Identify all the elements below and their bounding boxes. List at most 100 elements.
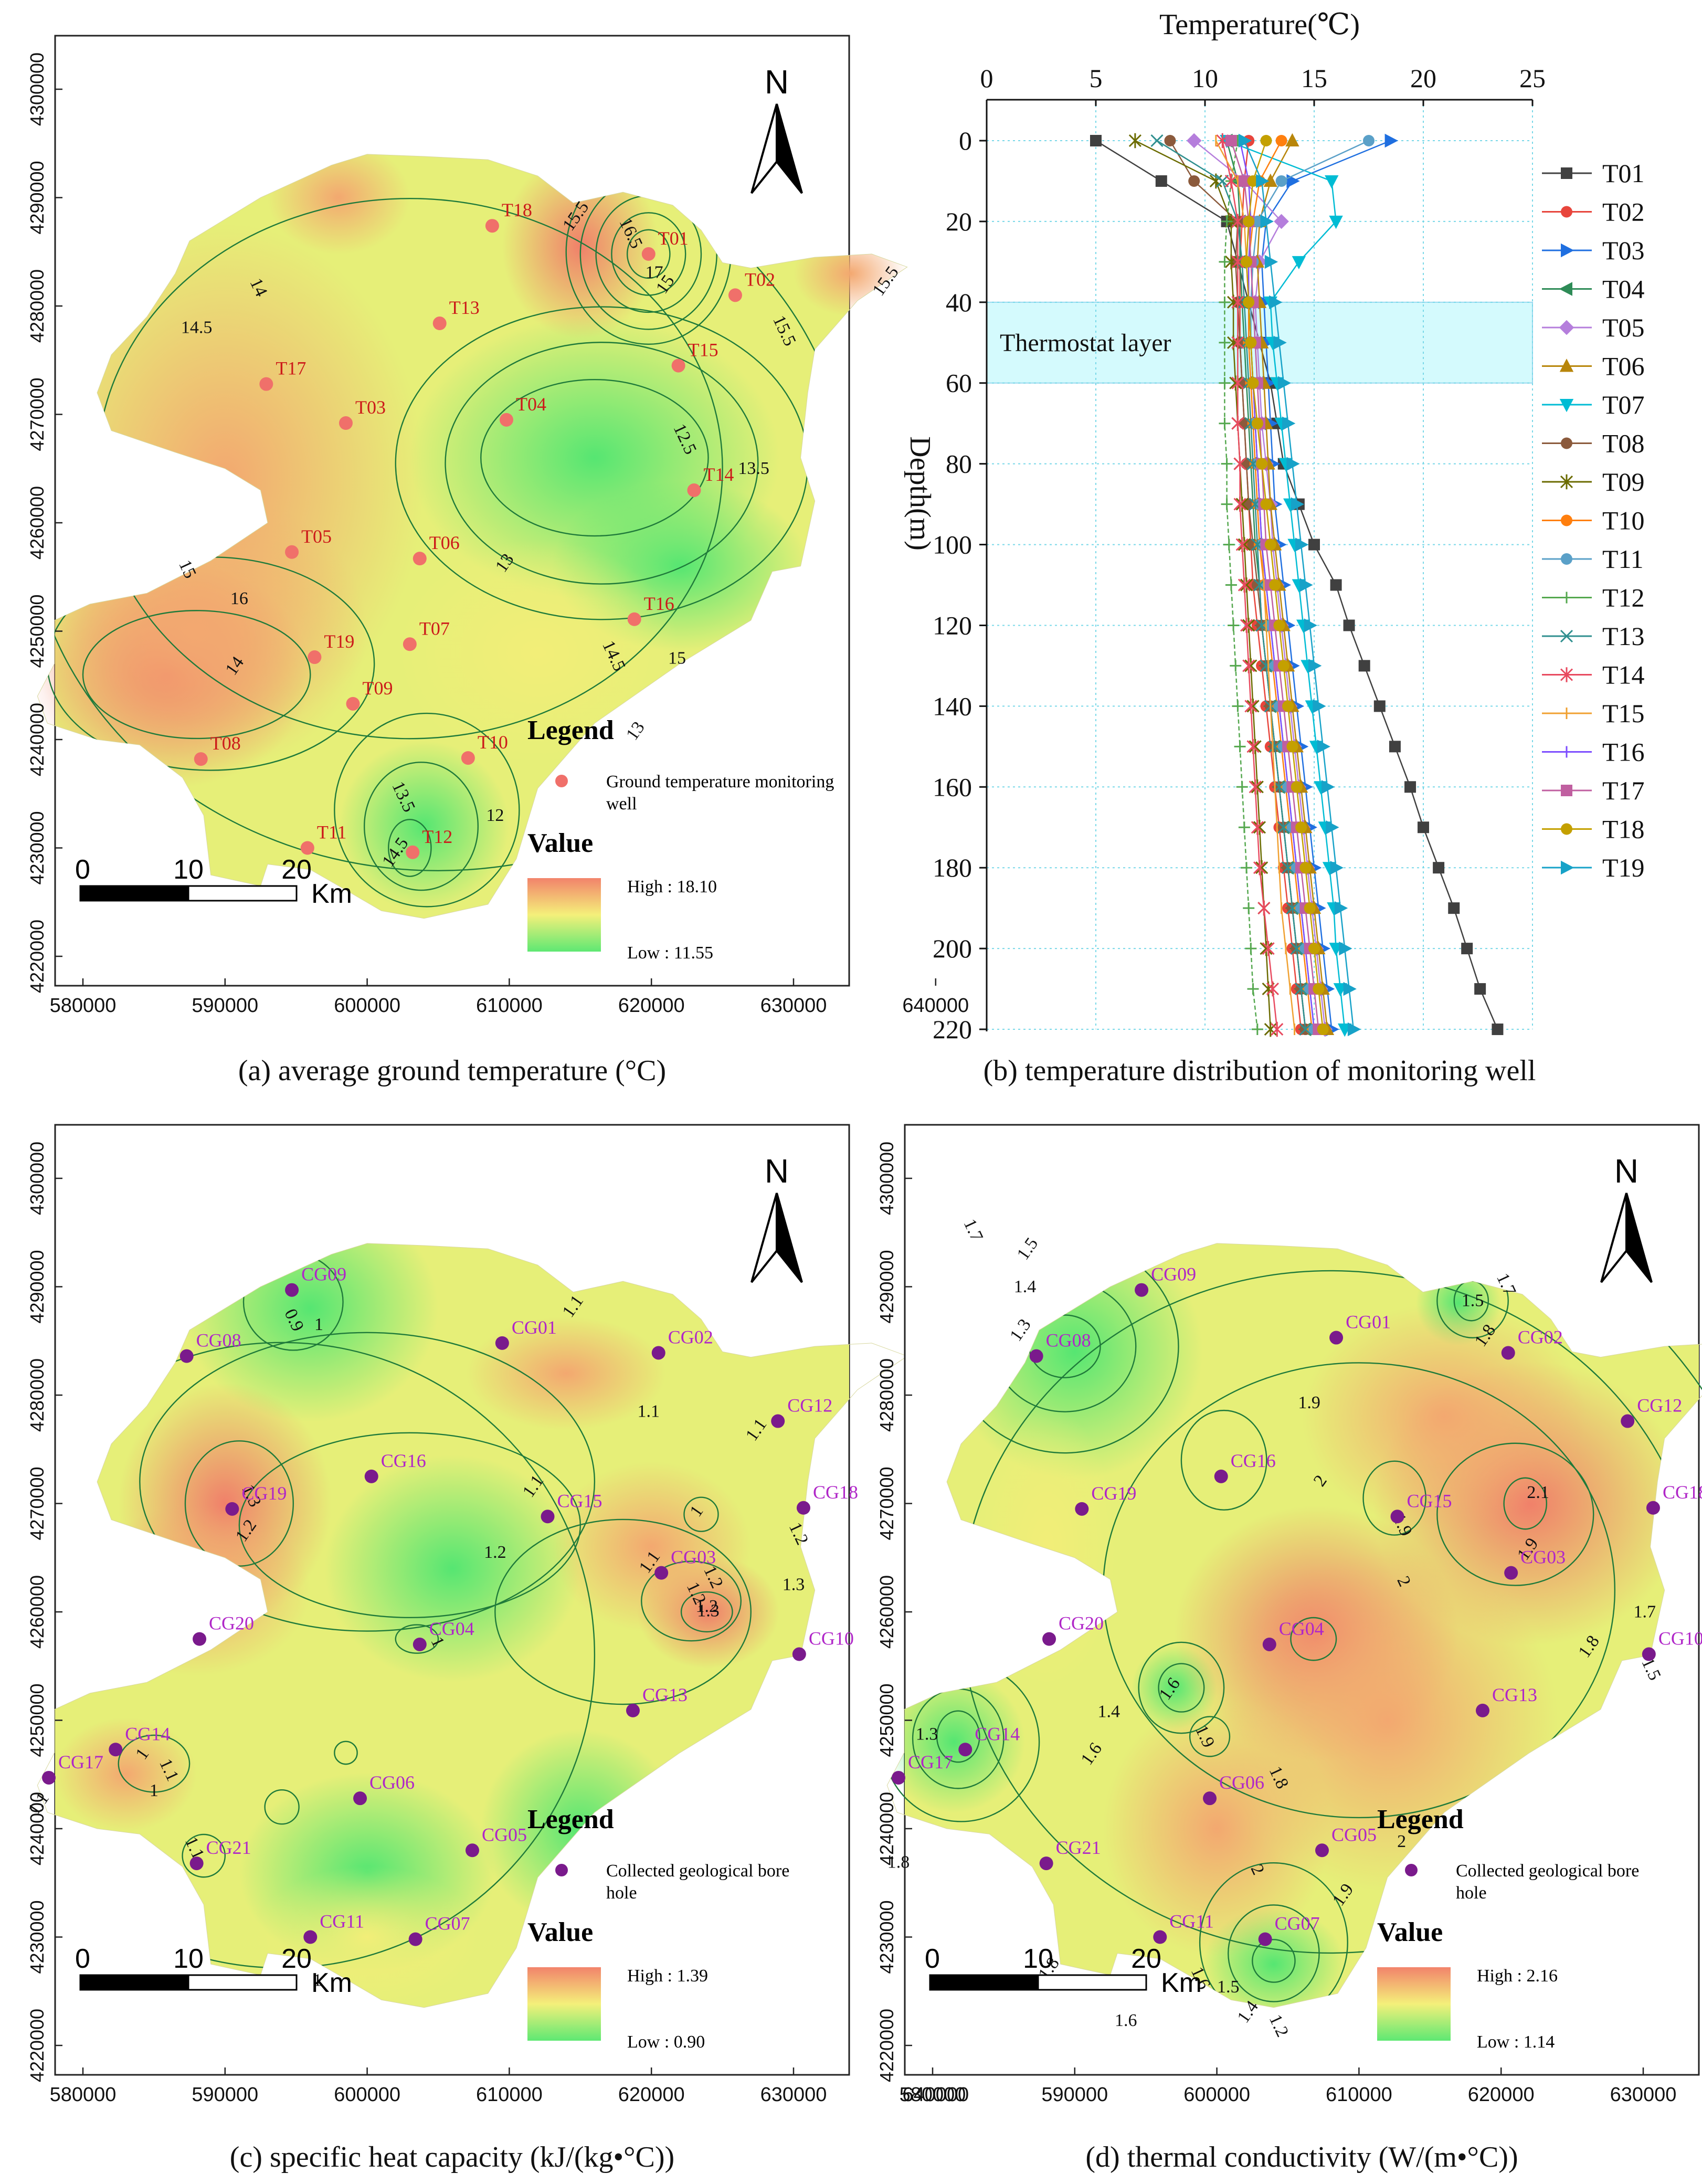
x-tick-label: 580000 [50,995,117,1017]
x-tick-label: 600000 [334,995,400,1017]
contour-line [494,1518,752,1705]
contour-line [641,1560,742,1642]
value-title: Value [527,828,593,858]
contour-label: 1.4 [1098,1702,1120,1721]
point-label: T16 [644,593,674,614]
data-point [1561,553,1572,565]
value-low: Low : 0.90 [627,2032,705,2052]
y-tick-label: 4270000 [26,1466,48,1540]
x-tick-label: 600000 [334,2084,400,2106]
x-tick-label: 10 [1192,64,1218,93]
data-point [1242,658,1255,673]
data-point [1282,700,1294,712]
data-point [1229,375,1242,391]
point-label: CG07 [1275,1913,1320,1934]
data-point [1221,215,1233,227]
data-point [1221,458,1233,470]
contour-line [334,712,520,908]
data-point [1299,578,1313,592]
point-marker [1153,1930,1167,1944]
data-point [1247,983,1259,995]
contour-label: 17 [646,262,663,282]
data-point [1225,579,1237,591]
value-high: High : 18.10 [627,877,717,896]
point-marker [485,219,499,233]
data-point [1219,256,1231,268]
data-point [1241,862,1253,874]
point-label: CG12 [1637,1395,1682,1416]
data-point [1343,619,1355,631]
point-label: CG06 [1219,1772,1264,1793]
value-color-ramp [527,1967,601,2041]
map-fill [887,1243,1699,2008]
data-point [1285,133,1299,146]
point-marker [339,416,353,430]
point-marker [259,377,273,391]
point-label: CG13 [642,1684,688,1705]
data-point [1238,175,1250,187]
data-point [1253,819,1266,835]
point-marker [1042,1632,1056,1646]
data-point [1561,243,1574,258]
data-point [1384,133,1398,148]
point-label: CG11 [1169,1911,1214,1932]
point-label: CG05 [482,1824,527,1845]
data-point [1150,134,1164,147]
data-point [1251,215,1263,227]
data-point [1363,135,1375,146]
point-label: CG03 [671,1547,716,1568]
data-point [1251,779,1264,795]
legend-label: T11 [1602,544,1644,574]
data-point [1260,498,1272,510]
color-zone [324,1454,580,1683]
point-label: T08 [210,733,241,754]
data-point [1418,821,1429,833]
point-label: T01 [658,228,689,249]
legend-label: T04 [1602,275,1645,304]
north-arrow-right [1625,1193,1653,1283]
data-point [1262,941,1275,956]
point-label: CG21 [1056,1837,1101,1858]
contour-line [1180,1409,1267,1511]
y-tick-label: 4250000 [26,1683,48,1757]
north-label: N [765,1152,789,1190]
x-tick-label: 610000 [1326,2084,1392,2106]
x-tick-label: 20 [1410,64,1436,93]
contour-label: 13.5 [738,459,769,478]
legend-label: T12 [1602,583,1645,613]
data-point [1291,781,1303,793]
point-label: CG10 [1658,1628,1702,1649]
data-point [1235,497,1249,512]
y-tick-label: 100 [933,530,972,560]
point-label: T04 [516,394,546,415]
data-point [1561,860,1574,875]
north-arrow-right [776,103,803,194]
legend-label: T02 [1602,197,1645,227]
data-point [1251,819,1264,835]
contour-line [388,819,432,877]
data-point [1474,983,1486,995]
scale-bar-black [79,1974,189,1991]
contour-label: 1 [314,1315,323,1334]
data-point [1559,320,1574,335]
data-point [1286,457,1300,471]
y-tick-label: 4290000 [26,1250,48,1323]
point-marker [1039,1856,1053,1871]
data-point [1234,741,1246,753]
scale-bar-black [79,885,189,902]
contour-label: 16 [230,589,248,608]
legend-item-line2: hole [1456,1883,1487,1903]
contour-line [395,1624,439,1654]
point-marker [728,288,742,302]
point-label: CG02 [1518,1326,1563,1347]
x-tick-label: 590000 [192,995,258,1017]
panel-d: 1.51.71.41.31.71.51.81.71.921.92.11.921.… [876,1124,1702,2174]
data-point [1240,577,1253,593]
data-point [1334,901,1348,915]
color-zone [467,1316,666,1431]
data-point [1219,377,1231,389]
point-marker [194,752,208,766]
value-title: Value [527,1917,593,1947]
scale-label: 20 [281,1944,312,1974]
data-point [1249,779,1262,795]
